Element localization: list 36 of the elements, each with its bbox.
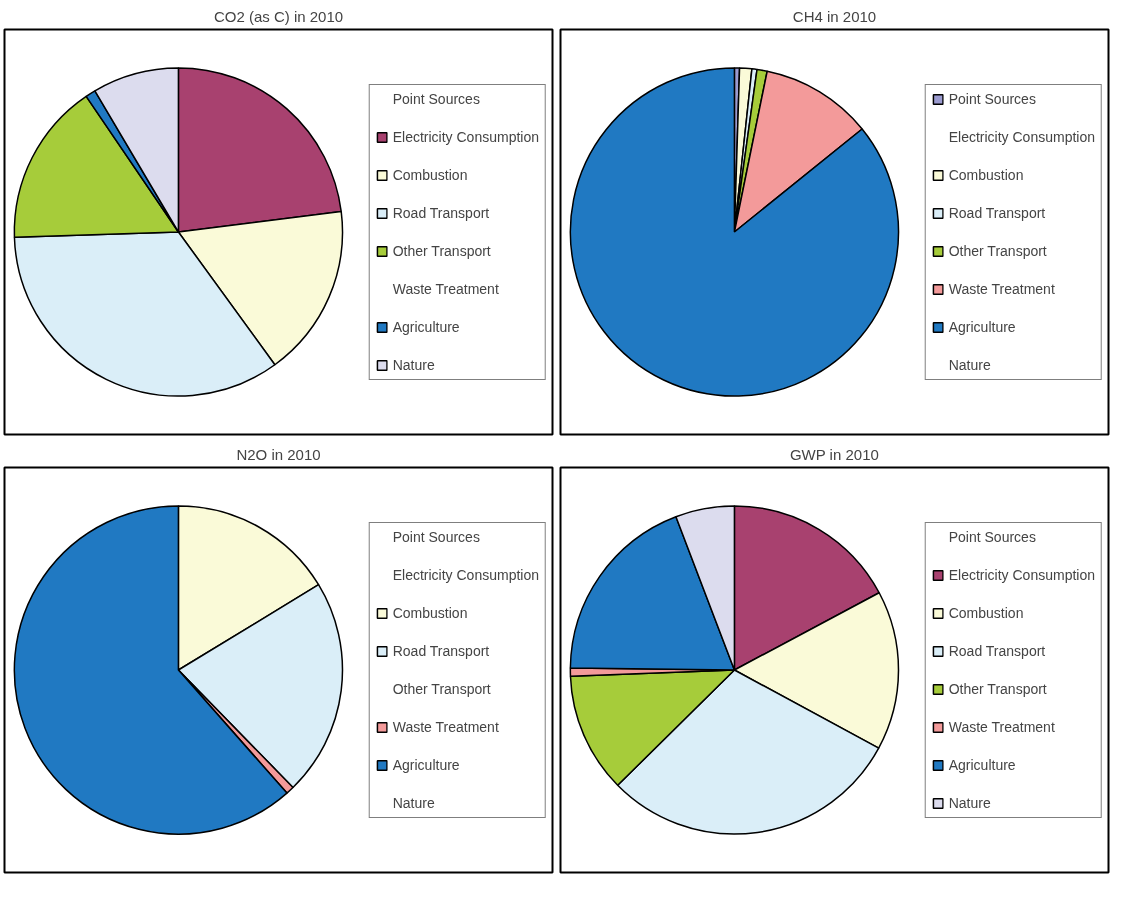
legend-label: Point Sources xyxy=(948,90,1036,107)
legend-label: Agriculture xyxy=(948,318,1016,335)
category-label: Electricity Consumption xyxy=(392,566,539,583)
legend-label: Combustion xyxy=(948,604,1024,621)
chart-title: GWP in 2010 xyxy=(789,445,879,463)
legend-label: Waste Treatment xyxy=(948,718,1055,735)
legend-label: Nature xyxy=(392,356,435,373)
chart-title: CO2 (as C) in 2010 xyxy=(213,7,344,25)
legend-label: Combustion xyxy=(392,604,468,621)
category-label: Point Sources xyxy=(392,528,480,545)
legend-label: Nature xyxy=(948,794,991,811)
legend-label: Other Transport xyxy=(948,680,1047,697)
legend-label: Other Transport xyxy=(392,242,491,259)
category-label: Electricity Consumption xyxy=(948,128,1095,145)
legend-label: Combustion xyxy=(392,166,468,183)
legend-label: Road Transport xyxy=(948,642,1046,659)
category-label: Point Sources xyxy=(392,90,480,107)
category-label: Waste Treatment xyxy=(392,280,499,297)
category-label: Other Transport xyxy=(392,680,491,697)
category-label: Point Sources xyxy=(948,528,1036,545)
legend-label: Waste Treatment xyxy=(392,718,499,735)
legend-label: Road Transport xyxy=(948,204,1046,221)
category-label: Nature xyxy=(392,794,435,811)
legend-label: Electricity Consumption xyxy=(948,566,1095,583)
legend-label: Road Transport xyxy=(392,204,490,221)
legend-label: Electricity Consumption xyxy=(392,128,539,145)
legend-label: Agriculture xyxy=(948,756,1016,773)
chart-title: CH4 in 2010 xyxy=(792,7,877,25)
legend-label: Agriculture xyxy=(392,318,460,335)
chart-title: N2O in 2010 xyxy=(236,445,321,463)
category-label: Nature xyxy=(948,356,991,373)
legend-label: Agriculture xyxy=(392,756,460,773)
legend-label: Road Transport xyxy=(392,642,490,659)
legend-label: Combustion xyxy=(948,166,1024,183)
legend-label: Waste Treatment xyxy=(948,280,1055,297)
legend-label: Other Transport xyxy=(948,242,1047,259)
